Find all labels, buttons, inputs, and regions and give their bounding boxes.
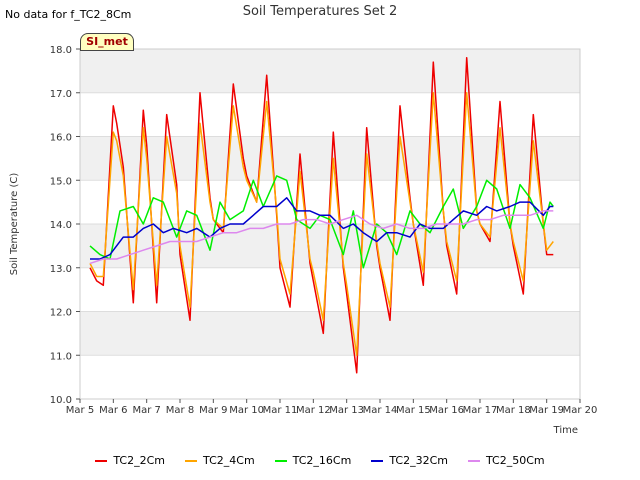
legend-label: TC2_16Cm <box>292 454 352 467</box>
chart-title: Soil Temperatures Set 2 <box>242 4 398 19</box>
x-tick-label: Mar 20 <box>563 405 598 416</box>
y-axis-label: Soil Temperature (C) <box>9 173 20 276</box>
series-line-tc2_16cm <box>89 175 554 269</box>
y-tick-label: 16.0 <box>50 133 72 144</box>
legend-item-tc2_2cm: TC2_2Cm <box>95 454 165 467</box>
y-tick-label: 13.0 <box>50 264 72 275</box>
legend-item-tc2_16cm: TC2_16Cm <box>274 454 352 467</box>
legend-label: TC2_32Cm <box>389 454 448 467</box>
x-tick-label: Mar 12 <box>296 405 331 416</box>
x-tick-label: Mar 11 <box>263 405 298 416</box>
x-axis-label: Time <box>553 425 578 436</box>
legend-label: TC2_2Cm <box>113 454 166 467</box>
grid-band <box>80 49 580 93</box>
grid-band <box>80 311 580 356</box>
series-line-tc2_50cm <box>89 210 554 265</box>
grid-band <box>80 267 580 312</box>
grid-band <box>80 224 580 268</box>
x-tick-label: Mar 5 <box>66 405 94 416</box>
site-badge[interactable]: SI_met <box>80 33 134 51</box>
x-tick-label: Mar 7 <box>132 405 160 416</box>
legend-swatch <box>371 460 384 462</box>
legend-label: TC2_4Cm <box>203 454 255 467</box>
x-tick-label: Mar 6 <box>99 405 127 416</box>
y-tick-label: 18.0 <box>50 45 72 56</box>
grid-band <box>80 355 580 399</box>
y-tick-label: 17.0 <box>50 89 72 100</box>
x-tick-label: Mar 16 <box>429 405 464 416</box>
legend-swatch <box>274 460 287 462</box>
y-tick-label: 10.0 <box>50 395 72 406</box>
legend-swatch <box>467 460 480 462</box>
x-tick-label: Mar 10 <box>229 405 264 416</box>
grid-band <box>80 92 580 137</box>
x-tick-label: Mar 19 <box>529 405 564 416</box>
legend-item-tc2_4cm: TC2_4Cm <box>185 454 255 467</box>
y-tick-label: 14.0 <box>50 220 72 231</box>
legend-item-tc2_32cm: TC2_32Cm <box>371 454 448 467</box>
series-line-tc2_32cm <box>90 197 554 260</box>
legend-item-tc2_50cm: TC2_50Cm <box>467 454 545 467</box>
y-tick-label: 12.0 <box>50 308 72 319</box>
legend: TC2_2Cm TC2_4Cm TC2_16Cm TC2_32Cm TC2_50Cm <box>0 454 640 467</box>
no-data-message: No data for f_TC2_8Cm <box>5 8 132 21</box>
x-tick-label: Mar 15 <box>396 405 431 416</box>
series-line-tc2_4cm <box>89 92 554 357</box>
legend-label: TC2_50Cm <box>485 454 545 467</box>
legend-swatch <box>95 460 108 462</box>
x-tick-label: Mar 8 <box>166 405 194 416</box>
x-tick-label: Mar 9 <box>199 405 227 416</box>
x-tick-label: Mar 14 <box>363 405 398 416</box>
y-tick-label: 11.0 <box>50 351 72 362</box>
y-tick-label: 15.0 <box>50 176 72 187</box>
legend-swatch <box>185 460 198 462</box>
x-tick-label: Mar 17 <box>463 405 498 416</box>
x-tick-label: Mar 18 <box>496 405 531 416</box>
x-tick-label: Mar 13 <box>329 405 364 416</box>
